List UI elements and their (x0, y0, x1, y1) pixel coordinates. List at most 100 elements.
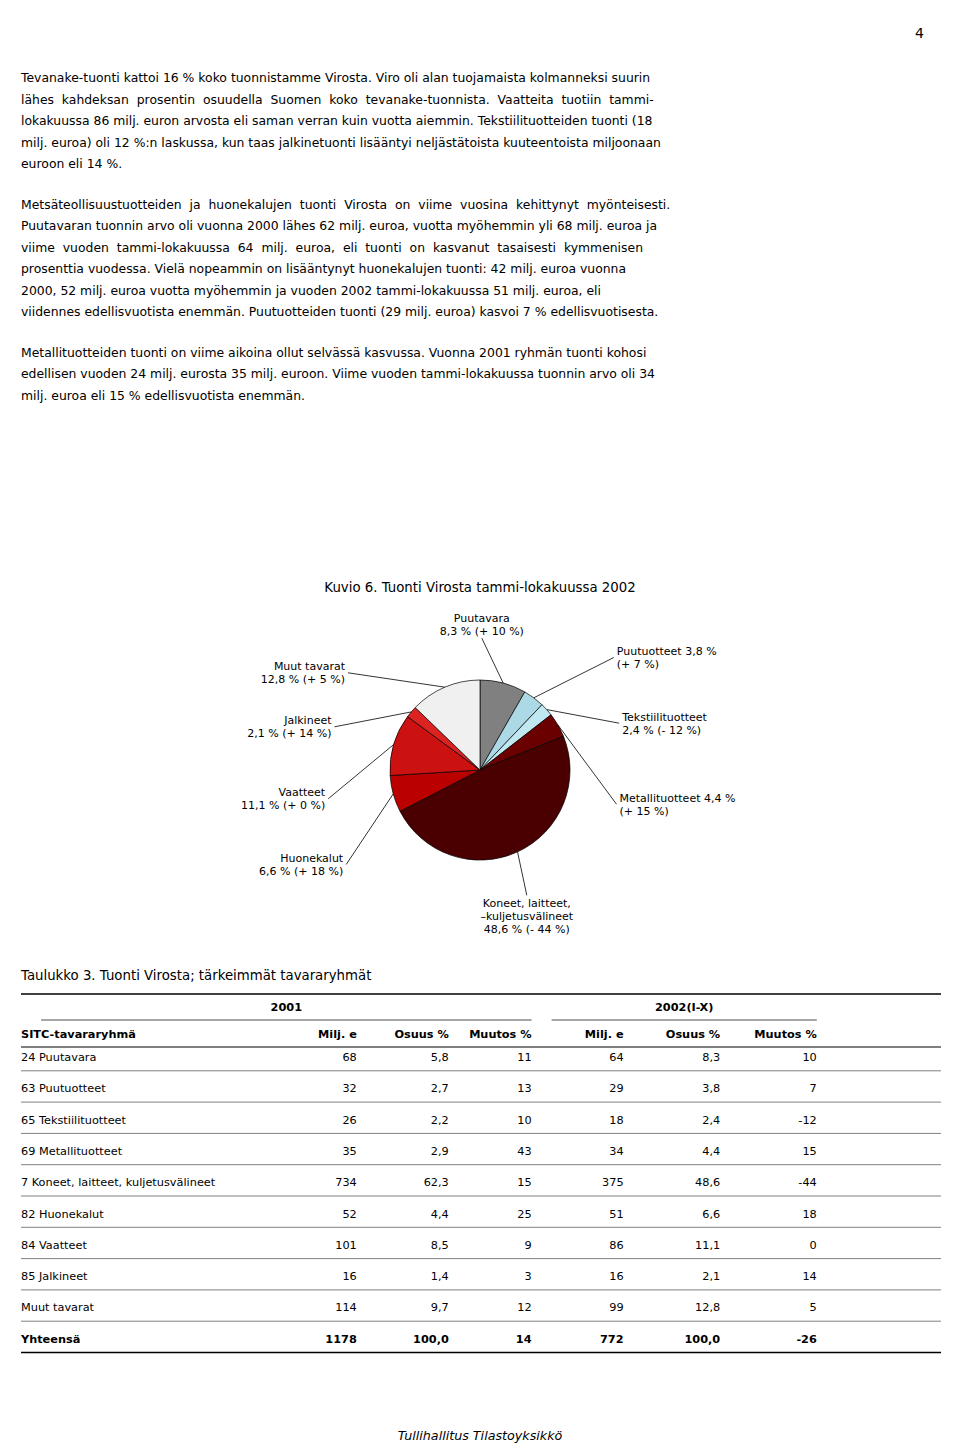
table-header: Muutos % (754, 1028, 816, 1041)
leader-line (335, 712, 412, 727)
table-cell: 3,8 (702, 1082, 720, 1095)
table-group-header: 2002(I-X) (655, 1001, 713, 1014)
paragraph-line: lokakuussa 86 milj. euron arvosta eli sa… (21, 113, 653, 128)
table-rule (21, 1196, 941, 1197)
table-cell: 11 (517, 1051, 531, 1064)
slice-label: Koneet, laitteet,–kuljetusvälineet48,6 %… (481, 897, 574, 936)
chart-title: Kuvio 6. Tuonti Virosta tammi-lokakuussa… (324, 580, 635, 595)
page: 4 Tevanake-tuonti kattoi 16 % koko tuonni… (0, 0, 960, 1453)
table-cell: 35 (342, 1145, 356, 1158)
table-cell: 34 (609, 1145, 623, 1158)
table-cell: 2,1 (702, 1270, 720, 1283)
table-cell: 0 (810, 1239, 817, 1252)
table-cell: 3 (524, 1270, 531, 1283)
slice-label-line: Muut tavarat (274, 660, 346, 673)
table-cell: 32 (342, 1082, 356, 1095)
background (0, 0, 960, 1453)
slice-label-line: 2,4 % (- 12 %) (622, 724, 701, 737)
paragraph-line: Metsäteollisuustuotteiden ja huonekaluje… (21, 197, 670, 212)
slice-label-line: 11,1 % (+ 0 %) (241, 799, 325, 812)
table-cell: 12 (517, 1301, 531, 1314)
table-cell: 82 Huonekalut (21, 1208, 104, 1221)
slice-label-line: Jalkineet (283, 714, 332, 727)
slice-label-line: 48,6 % (- 44 %) (484, 923, 570, 936)
table-rule (41, 1020, 532, 1021)
slice-label: Metallituotteet 4,4 %(+ 15 %) (620, 792, 736, 818)
slice-label: Tekstiilituotteet2,4 % (- 12 %) (621, 711, 707, 737)
slice-label-line: Puutuotteet 3,8 % (617, 645, 717, 658)
slice-label: Vaatteet11,1 % (+ 0 %) (241, 786, 326, 812)
table-rule (21, 1258, 941, 1259)
table-cell: 48,6 (695, 1176, 720, 1189)
table-cell: -12 (798, 1114, 816, 1127)
table-cell: 375 (602, 1176, 624, 1189)
table-rule (21, 1133, 941, 1134)
table-cell: -26 (796, 1333, 817, 1346)
table-cell: 25 (517, 1208, 531, 1221)
table-rule (21, 1102, 941, 1103)
table-cell: 2,7 (431, 1082, 449, 1095)
pie-slice (415, 680, 480, 770)
slice-label-line: 2,1 % (+ 14 %) (247, 727, 331, 740)
table-cell: 29 (609, 1082, 623, 1095)
table-cell: 62,3 (424, 1176, 449, 1189)
leader-line (547, 710, 619, 724)
footer: Tullihallitus Tilastoyksikkö (398, 1428, 563, 1443)
table-title: Taulukko 3. Tuonti Virosta; tärkeimmät t… (20, 968, 371, 983)
paragraph-line: milj. euroa eli 15 % edellisvuotista ene… (21, 388, 305, 403)
table-cell: 63 Puutuotteet (21, 1082, 106, 1095)
slice-label: Huonekalut6,6 % (+ 18 %) (259, 852, 344, 878)
slice-label-line: Huonekalut (280, 852, 344, 865)
table-cell: 734 (335, 1176, 357, 1189)
table-cell: 10 (802, 1051, 816, 1064)
paragraph-line: milj. euroa) oli 12 %:n laskussa, kun ta… (21, 135, 661, 150)
table-cell: 8,3 (702, 1051, 720, 1064)
pie-slice (390, 770, 480, 811)
paragraph-line: euroon eli 14 %. (21, 156, 122, 171)
paragraph-line: lähes kahdeksan prosentin osuudella Suom… (21, 92, 654, 107)
table-cell: 6,6 (702, 1208, 720, 1221)
slice-label-line: Koneet, laitteet, (483, 897, 571, 910)
table-cell: 15 (802, 1145, 816, 1158)
table-cell: 4,4 (431, 1208, 449, 1221)
table-cell: 14 (802, 1270, 816, 1283)
table-cell: 5 (810, 1301, 817, 1314)
table-cell: 26 (342, 1114, 356, 1127)
paragraph-line: Tevanake-tuonti kattoi 16 % koko tuonnis… (20, 70, 650, 85)
slice-label-line: Puutavara (454, 612, 510, 625)
leader-line (558, 725, 617, 804)
table-rule (21, 1321, 941, 1322)
slice-label-line: Metallituotteet 4,4 % (620, 792, 736, 805)
table-cell: 1,4 (431, 1270, 449, 1283)
table-cell: 68 (342, 1051, 356, 1064)
paragraph-line: Puutavaran tuonnin arvo oli vuonna 2000 … (21, 218, 657, 233)
table-cell: 99 (609, 1301, 623, 1314)
slice-label-line: Tekstiilituotteet (621, 711, 707, 724)
table-cell: 9,7 (431, 1301, 449, 1314)
slice-label-line: –kuljetusvälineet (481, 910, 574, 923)
slice-label: Muut tavarat12,8 % (+ 5 %) (261, 660, 346, 686)
slice-label: Puutavara8,3 % (+ 10 %) (440, 612, 524, 638)
table-cell: 18 (802, 1208, 816, 1221)
table-rule (21, 1289, 941, 1290)
table-cell: 2,9 (431, 1145, 449, 1158)
table: Taulukko 3. Tuonti Virosta; tärkeimmät t… (20, 968, 941, 1353)
slice-label-line: 8,3 % (+ 10 %) (440, 625, 524, 638)
slice-label-line: (+ 7 %) (617, 658, 659, 671)
table-cell: 43 (517, 1145, 531, 1158)
leader-line (346, 794, 393, 865)
table-cell: 11,1 (695, 1239, 720, 1252)
paragraph-line: prosenttia vuodessa. Vielä nopeammin on … (21, 261, 626, 276)
table-group-header: 2001 (271, 1001, 303, 1014)
table-cell: 100,0 (684, 1333, 720, 1346)
leader-line (328, 745, 393, 799)
table-cell: 9 (524, 1239, 531, 1252)
table-cell: 86 (609, 1239, 623, 1252)
slice-label-line: 6,6 % (+ 18 %) (259, 865, 343, 878)
table-cell: Yhteensä (20, 1333, 80, 1346)
table-cell: 8,5 (431, 1239, 449, 1252)
pie-chart: Kuvio 6. Tuonti Virosta tammi-lokakuussa… (241, 580, 735, 936)
page-number: 4 (915, 25, 924, 41)
slice-label: Puutuotteet 3,8 %(+ 7 %) (617, 645, 717, 671)
table-cell: 51 (609, 1208, 623, 1221)
